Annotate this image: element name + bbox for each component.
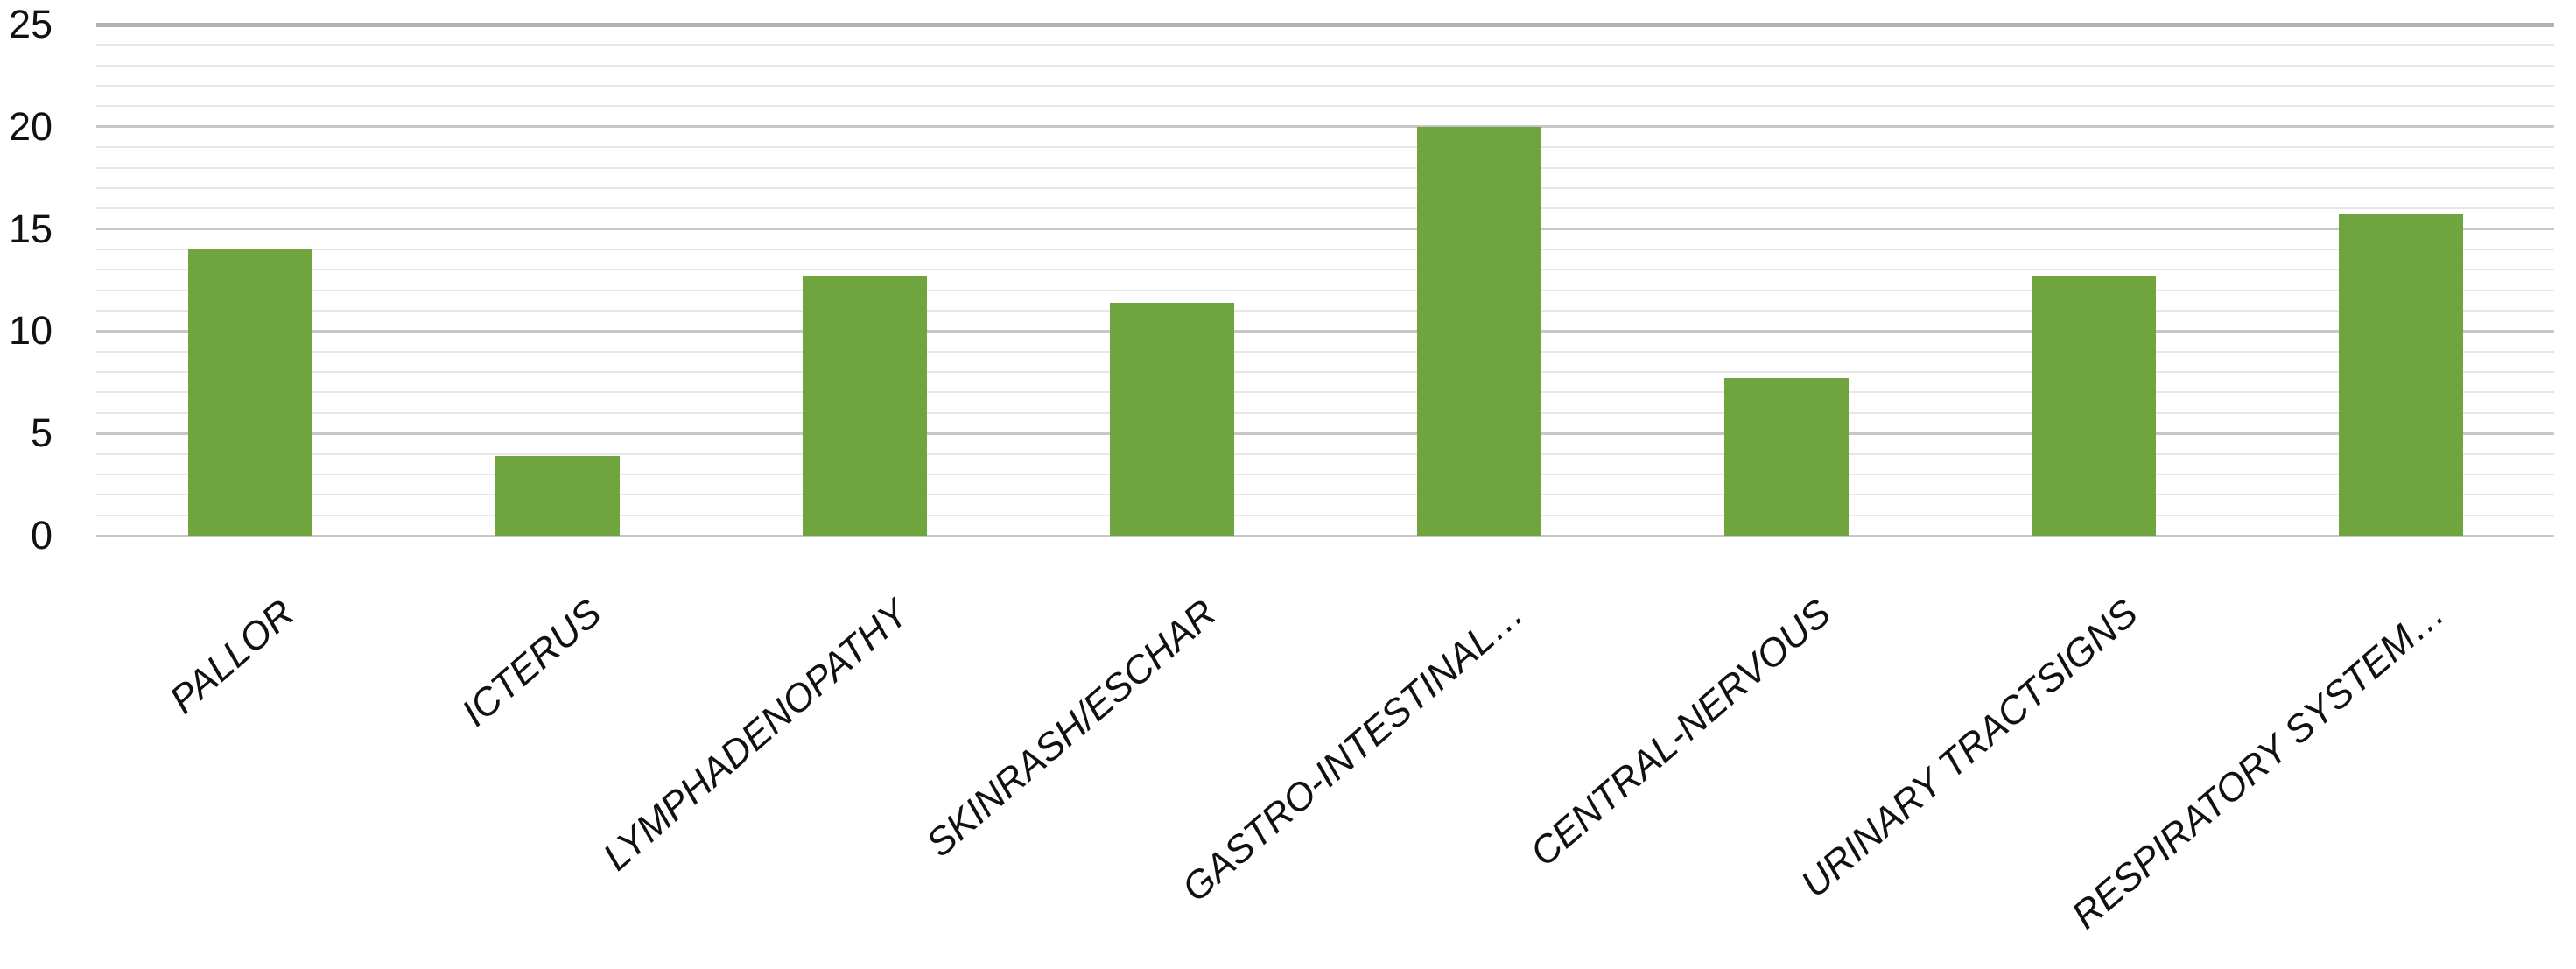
bar-gastro-intestinal: [1416, 126, 1541, 536]
gridline-major: [96, 125, 2554, 129]
gridline-minor: [96, 207, 2554, 210]
gridline-minor: [96, 289, 2554, 291]
x-axis-label: CENTRAL-NERVOUS: [1521, 591, 1839, 875]
y-axis-tick-label: 0: [30, 513, 53, 558]
x-axis-label: URINARY TRACTSIGNS: [1793, 591, 2146, 907]
gridline-minor: [96, 105, 2554, 108]
gridline-minor: [96, 166, 2554, 169]
gridline-major: [96, 534, 2554, 537]
bar-respiratory-system: [2338, 214, 2463, 536]
y-axis-tick-label: 20: [8, 103, 53, 149]
gridline-minor: [96, 514, 2554, 516]
bar-skinrash-eschar: [1109, 302, 1234, 536]
bar-central-nervous: [1723, 378, 1849, 536]
y-axis-tick-label: 15: [8, 206, 53, 251]
x-axis-label: RESPIRATORY SYSTEM…: [2064, 591, 2453, 937]
x-axis-label: PALLOR: [161, 591, 303, 722]
gridline-minor: [96, 411, 2554, 414]
gridline-major: [96, 329, 2554, 333]
bar-lymphadenopathy: [802, 276, 927, 536]
plot-top-border-line: [96, 22, 2554, 27]
x-axis-label: GASTRO-INTESTINAL…: [1174, 591, 1532, 910]
gridline-minor: [96, 186, 2554, 189]
gridline-minor: [96, 473, 2554, 475]
gridline-minor: [96, 269, 2554, 271]
gridline-major: [96, 228, 2554, 231]
gridline-minor: [96, 391, 2554, 394]
y-axis-tick-label: 10: [8, 308, 53, 354]
gridline-major: [96, 432, 2554, 435]
gridline-minor: [96, 371, 2554, 374]
gridline-minor: [96, 85, 2554, 88]
gridline-minor: [96, 350, 2554, 353]
bar-pallor: [187, 249, 312, 536]
bar-icterus: [495, 455, 620, 536]
x-axis-label: LYMPHADENOPATHY: [595, 591, 917, 880]
gridline-minor: [96, 44, 2554, 46]
y-axis-tick-label: 5: [30, 411, 53, 456]
gridline-minor: [96, 146, 2554, 149]
y-axis-tick-label: 25: [8, 2, 53, 46]
x-axis-label: ICTERUS: [453, 591, 610, 735]
gridline-minor: [96, 248, 2554, 250]
gridline-minor: [96, 310, 2554, 312]
bar-urinary-tractsigns: [2031, 276, 2156, 536]
gridline-minor: [96, 494, 2554, 496]
gridline-minor: [96, 64, 2554, 67]
x-axis-label: SKINRASH/ESCHAR: [918, 591, 1225, 866]
gridline-minor: [96, 453, 2554, 455]
